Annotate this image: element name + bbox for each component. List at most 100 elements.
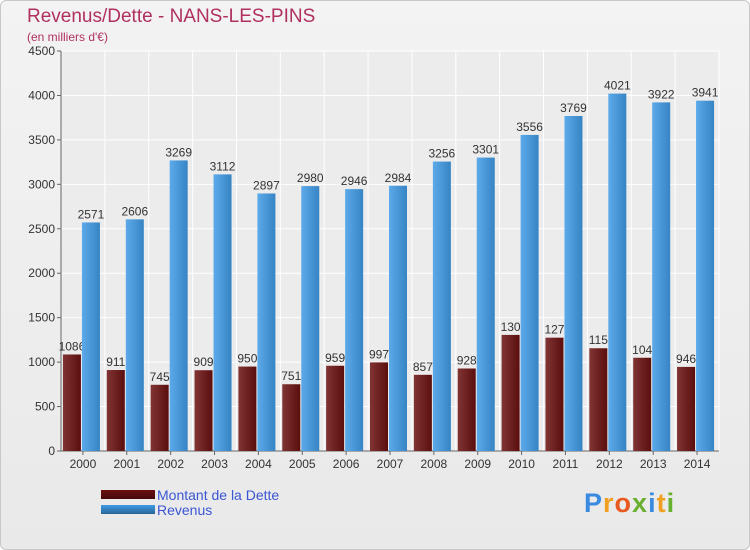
data-label-revenus: 2980: [297, 171, 324, 185]
bar-dette: [501, 334, 520, 451]
data-label-revenus: 2984: [385, 171, 412, 185]
bar-dette: [326, 365, 345, 451]
data-label-dette: 745: [150, 370, 170, 384]
bar-revenus: [520, 134, 539, 451]
y-tick-label: 0: [48, 444, 55, 458]
bar-revenus: [432, 161, 451, 452]
data-label-revenus: 3269: [165, 145, 192, 159]
data-label-revenus: 3941: [692, 86, 719, 100]
bar-dette: [370, 362, 388, 451]
data-label-revenus: 2946: [341, 174, 368, 188]
data-label-dette: 950: [237, 352, 257, 366]
chart-title: Revenus/Dette - NANS-LES-PINS: [27, 6, 316, 27]
bar-revenus: [257, 193, 276, 451]
data-label-revenus: 3769: [560, 101, 587, 115]
bar-revenus: [389, 185, 407, 451]
logo-letter: x: [632, 488, 649, 518]
x-tick-label: 2009: [464, 457, 491, 471]
data-label-revenus: 4021: [604, 79, 631, 93]
data-label-revenus: 3556: [516, 120, 543, 134]
x-tick-label: 2001: [113, 457, 140, 471]
bar-dette: [62, 354, 81, 451]
data-label-dette: 1086: [59, 339, 86, 353]
y-tick-label: 4500: [28, 44, 55, 58]
data-label-dette: 130: [501, 320, 521, 334]
x-tick-label: 2003: [201, 457, 228, 471]
data-label-dette: 959: [325, 351, 345, 365]
legend-swatch-dette: [101, 490, 155, 499]
bar-revenus: [345, 189, 364, 451]
x-tick-label: 2005: [289, 457, 316, 471]
data-label-dette: 909: [194, 355, 214, 369]
data-label-revenus: 3256: [429, 147, 456, 161]
bar-dette: [545, 337, 564, 451]
x-tick-label: 2004: [245, 457, 272, 471]
legend-item-dette: Montant de la Dette: [101, 486, 280, 503]
x-tick-label: 2006: [333, 457, 360, 471]
logo-letter: o: [614, 488, 633, 518]
data-label-dette: 911: [106, 355, 125, 369]
bar-dette: [457, 368, 476, 451]
bar-dette: [238, 366, 257, 451]
x-tick-label: 2012: [596, 457, 623, 471]
x-tick-label: 2008: [421, 457, 448, 471]
y-tick-label: 4000: [28, 88, 55, 102]
x-tick-label: 2002: [157, 457, 184, 471]
data-label-dette: 928: [457, 354, 477, 368]
legend-item-revenus: Revenus: [101, 501, 279, 518]
data-label-revenus: 3301: [472, 143, 499, 157]
x-tick-label: 2010: [508, 457, 535, 471]
data-label-revenus: 2571: [78, 207, 105, 221]
x-tick-label: 2014: [684, 457, 711, 471]
bar-revenus: [696, 100, 715, 451]
data-label-revenus: 3112: [210, 159, 236, 173]
data-label-dette: 751: [281, 369, 301, 383]
bar-revenus: [81, 222, 100, 451]
data-label-revenus: 2897: [253, 178, 280, 192]
y-tick-label: 2000: [28, 266, 55, 280]
bar-revenus: [213, 174, 232, 451]
x-tick-label: 2000: [70, 457, 97, 471]
bar-revenus: [301, 186, 320, 451]
proxiti-logo: Proxiti: [584, 488, 675, 519]
data-label-dette: 104: [632, 343, 652, 357]
logo-letter: r: [603, 488, 615, 518]
y-tick-label: 500: [35, 400, 55, 414]
x-tick-label: 2011: [553, 457, 579, 471]
y-tick-label: 3500: [28, 133, 55, 147]
legend-label-revenus: Revenus: [157, 501, 213, 518]
legend-swatch-revenus: [101, 505, 155, 514]
bar-dette: [677, 366, 696, 451]
bar-revenus: [169, 160, 188, 451]
data-label-revenus: 2606: [121, 204, 148, 218]
data-label-dette: 946: [676, 352, 696, 366]
x-tick-label: 2013: [640, 457, 667, 471]
bar-dette: [106, 370, 125, 451]
bar-dette: [150, 384, 169, 451]
bar-revenus: [476, 157, 495, 452]
y-tick-label: 2500: [28, 222, 55, 236]
bar-dette: [589, 348, 608, 451]
x-tick-label: 2007: [377, 457, 404, 471]
logo-letter: i: [648, 488, 657, 518]
data-label-dette: 997: [369, 347, 389, 361]
logo-letter: P: [584, 488, 604, 518]
data-label-dette: 115: [589, 333, 608, 347]
legend: Montant de la Dette Revenus: [101, 486, 280, 518]
logo-letter: i: [666, 488, 676, 518]
bar-revenus: [564, 115, 583, 451]
data-label-dette: 127: [544, 323, 564, 337]
bar-dette: [413, 374, 432, 451]
data-label-dette: 857: [413, 360, 433, 374]
bar-revenus: [608, 93, 627, 452]
y-tick-label: 3000: [28, 177, 55, 191]
legend-label-dette: Montant de la Dette: [157, 486, 280, 503]
y-tick-label: 1500: [28, 311, 55, 325]
chart-subtitle: (en milliers d'€): [27, 30, 108, 44]
bar-dette: [282, 384, 301, 451]
bar-dette: [633, 357, 652, 451]
logo-letter: t: [656, 488, 667, 518]
data-label-revenus: 3922: [648, 87, 675, 101]
